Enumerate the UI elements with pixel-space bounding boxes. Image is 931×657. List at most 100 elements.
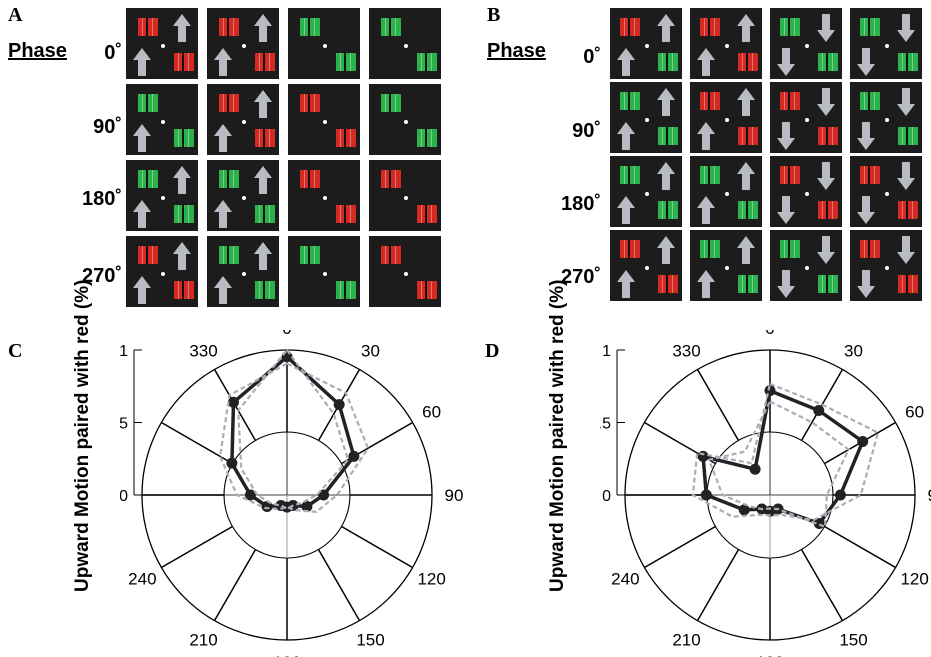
fixation-dot — [242, 272, 246, 276]
stim-bar-bottom — [818, 201, 838, 219]
mean-series-point — [333, 399, 345, 411]
stim-bar-top — [138, 246, 158, 264]
mean-series-point — [697, 450, 709, 462]
angle-label-60: 60 — [422, 403, 441, 422]
arrow-up-icon — [214, 276, 232, 304]
fixation-dot — [645, 44, 649, 48]
stim-bar-bottom — [417, 129, 437, 147]
mean-series-point — [281, 351, 293, 363]
stim-bar-top — [219, 246, 239, 264]
fixation-dot — [645, 118, 649, 122]
fixation-dot — [161, 120, 165, 124]
radial-tick-label: 0.5 — [120, 416, 128, 433]
fixation-dot — [404, 196, 408, 200]
arrow-up-icon — [254, 14, 272, 42]
stim-bar-bottom — [336, 129, 356, 147]
angle-label-30: 30 — [361, 341, 380, 360]
panel-a-stimulus-grid — [126, 8, 441, 307]
stim-bar-bottom — [255, 281, 275, 299]
stim-bar-bottom — [174, 205, 194, 223]
fixation-dot — [805, 266, 809, 270]
stim-bar-bottom — [818, 127, 838, 145]
arrow-up-icon — [657, 14, 675, 42]
arrow-up-icon — [617, 270, 635, 298]
panel-b-phase-270: 270˚ — [560, 266, 601, 288]
panel-a-phase-90: 90˚ — [93, 116, 122, 138]
fixation-dot — [805, 118, 809, 122]
panel-b-phase-180: 180˚ — [560, 193, 601, 215]
stim-bar-bottom — [898, 201, 918, 219]
stim-bar-bottom — [818, 275, 838, 293]
stim-bar-top — [700, 18, 720, 36]
arrow-up-icon — [133, 48, 151, 76]
fixation-dot — [404, 44, 408, 48]
stim-bar-top — [780, 92, 800, 110]
arrow-up-icon — [254, 242, 272, 270]
fixation-dot — [404, 272, 408, 276]
arrow-up-icon — [697, 270, 715, 298]
polar-spoke — [824, 525, 896, 569]
arrow-up-icon — [617, 196, 635, 224]
polar-spoke — [644, 525, 716, 569]
polar-spoke — [800, 549, 844, 621]
panel-a-phase-180: 180˚ — [81, 188, 122, 210]
panel-d-letter: D — [485, 340, 500, 362]
stim-bar-top — [620, 166, 640, 184]
polar-spoke — [317, 549, 361, 621]
stim-bar-bottom — [255, 205, 275, 223]
stim-bar-bottom — [738, 53, 758, 71]
stim-bar-top — [300, 246, 320, 264]
arrow-down-icon — [817, 88, 835, 116]
stim-bar-bottom — [255, 53, 275, 71]
angle-label-240: 240 — [128, 570, 156, 589]
stim-bar-top — [138, 18, 158, 36]
angle-label-330: 330 — [672, 341, 700, 360]
arrow-down-icon — [777, 122, 795, 150]
panel-b-phase-0: 0˚ — [583, 46, 601, 68]
arrow-up-icon — [657, 236, 675, 264]
angle-label-210: 210 — [189, 631, 217, 650]
fixation-dot — [242, 120, 246, 124]
angle-label-150: 150 — [839, 631, 867, 650]
arrow-down-icon — [817, 236, 835, 264]
stim-bar-top — [300, 18, 320, 36]
stim-bar-top — [219, 94, 239, 112]
angle-label-120: 120 — [417, 570, 445, 589]
stim-bar-bottom — [174, 53, 194, 71]
arrow-up-icon — [617, 122, 635, 150]
fixation-dot — [805, 44, 809, 48]
stim-bar-top — [138, 170, 158, 188]
radial-tick-label: 0 — [120, 488, 128, 505]
stim-bar-bottom — [658, 127, 678, 145]
stim-bar-bottom — [417, 53, 437, 71]
arrow-up-icon — [133, 276, 151, 304]
angle-label-90: 90 — [928, 486, 931, 505]
arrow-down-icon — [857, 196, 875, 224]
fixation-dot — [725, 118, 729, 122]
mean-series-point — [244, 489, 256, 501]
fixation-dot — [161, 44, 165, 48]
arrow-down-icon — [777, 270, 795, 298]
arrow-up-icon — [173, 242, 191, 270]
arrow-up-icon — [737, 162, 755, 190]
stim-bar-top — [219, 170, 239, 188]
stim-bar-top — [300, 94, 320, 112]
fixation-dot — [161, 272, 165, 276]
arrow-down-icon — [857, 48, 875, 76]
arrow-up-icon — [697, 122, 715, 150]
stim-bar-bottom — [658, 275, 678, 293]
angle-label-240: 240 — [611, 570, 639, 589]
stim-bar-top — [700, 166, 720, 184]
arrow-down-icon — [817, 14, 835, 42]
fixation-dot — [885, 192, 889, 196]
fixation-dot — [242, 44, 246, 48]
angle-label-210: 210 — [672, 631, 700, 650]
mean-series-line — [701, 388, 865, 526]
stim-bar-bottom — [336, 205, 356, 223]
panel-b-phase-title: Phase — [487, 40, 546, 62]
stim-bar-top — [381, 18, 401, 36]
individual-series-line — [218, 362, 370, 514]
angle-label-180: 180 — [273, 653, 301, 657]
mean-series-point — [834, 489, 846, 501]
angle-label-0: 0 — [765, 330, 774, 338]
